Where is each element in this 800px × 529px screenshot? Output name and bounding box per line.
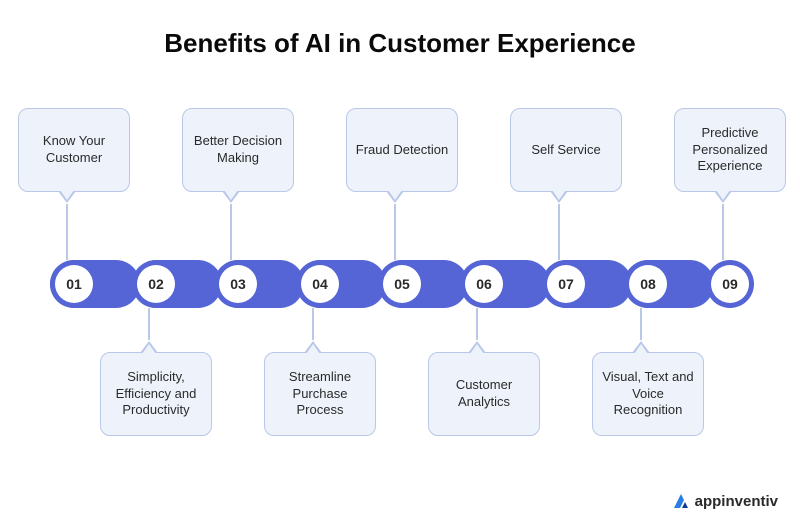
timeline-node-number: 06 <box>465 265 503 303</box>
page-title: Benefits of AI in Customer Experience <box>0 28 800 59</box>
timeline-node: 08 <box>624 260 672 308</box>
benefit-label: Fraud Detection <box>356 142 449 159</box>
benefit-bubble: Predictive Personalized Experience <box>674 108 786 192</box>
timeline-node: 04 <box>296 260 344 308</box>
benefit-label: Self Service <box>531 142 600 159</box>
timeline-node: 07 <box>542 260 590 308</box>
timeline-node-number: 05 <box>383 265 421 303</box>
timeline-node-number: 02 <box>137 265 175 303</box>
benefit-label: Visual, Text and Voice Recognition <box>601 369 695 420</box>
bubble-connector <box>230 204 232 260</box>
timeline-node-number: 08 <box>629 265 667 303</box>
brand-text: appinventiv <box>695 493 778 510</box>
bubble-connector <box>476 308 478 340</box>
benefit-label: Customer Analytics <box>437 377 531 411</box>
timeline-node-number: 09 <box>711 265 749 303</box>
bubble-connector <box>558 204 560 260</box>
benefit-label: Streamline Purchase Process <box>273 369 367 420</box>
bubble-connector <box>640 308 642 340</box>
benefit-bubble: Self Service <box>510 108 622 192</box>
bubble-tail-fill <box>716 190 730 200</box>
bubble-tail-fill <box>60 190 74 200</box>
benefit-label: Know Your Customer <box>27 133 121 167</box>
bubble-tail-fill <box>552 190 566 200</box>
bubble-connector <box>66 204 68 260</box>
benefit-bubble: Simplicity, Efficiency and Productivity <box>100 352 212 436</box>
bubble-tail-fill <box>142 344 156 354</box>
bubble-tail-fill <box>470 344 484 354</box>
bubble-tail-fill <box>634 344 648 354</box>
benefit-label: Better Decision Making <box>191 133 285 167</box>
timeline-node-number: 03 <box>219 265 257 303</box>
benefit-bubble: Streamline Purchase Process <box>264 352 376 436</box>
timeline-node-number: 07 <box>547 265 585 303</box>
timeline-node: 09 <box>706 260 754 308</box>
bubble-connector <box>722 204 724 260</box>
bubble-tail-fill <box>306 344 320 354</box>
timeline-node: 03 <box>214 260 262 308</box>
bubble-connector <box>312 308 314 340</box>
benefit-label: Simplicity, Efficiency and Productivity <box>109 369 203 420</box>
benefit-label: Predictive Personalized Experience <box>683 125 777 176</box>
timeline-chain: 01 02 03 04 05 06 07 08 09 <box>50 260 750 308</box>
bubble-connector <box>148 308 150 340</box>
benefit-bubble: Fraud Detection <box>346 108 458 192</box>
benefit-bubble: Customer Analytics <box>428 352 540 436</box>
timeline-node: 06 <box>460 260 508 308</box>
benefit-bubble: Visual, Text and Voice Recognition <box>592 352 704 436</box>
timeline-node: 05 <box>378 260 426 308</box>
benefit-bubble: Know Your Customer <box>18 108 130 192</box>
timeline-node-number: 01 <box>55 265 93 303</box>
benefit-bubble: Better Decision Making <box>182 108 294 192</box>
timeline-node-number: 04 <box>301 265 339 303</box>
timeline-node: 01 <box>50 260 98 308</box>
timeline-node: 02 <box>132 260 180 308</box>
bubble-tail-fill <box>224 190 238 200</box>
bubble-connector <box>394 204 396 260</box>
bubble-tail-fill <box>388 190 402 200</box>
brand-mark-icon <box>671 491 691 511</box>
brand-logo: appinventiv <box>671 491 778 511</box>
